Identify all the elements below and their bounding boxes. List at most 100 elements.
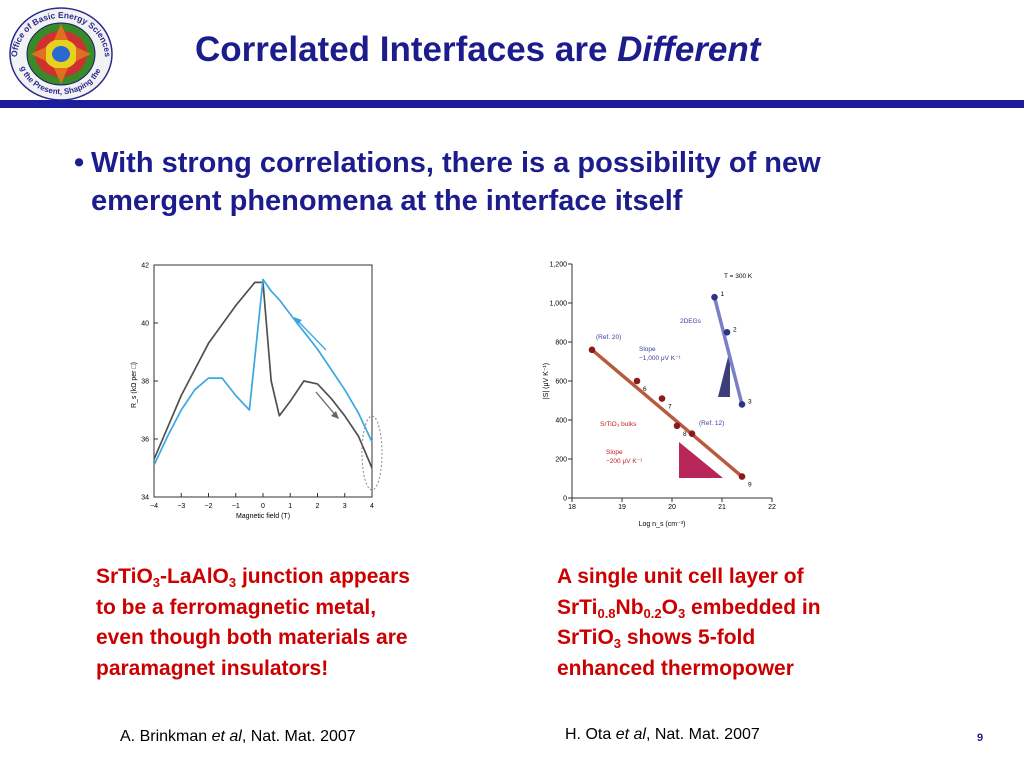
y-tick-label: 38 xyxy=(141,379,149,386)
right-caption: A single unit cell layer of SrTi0.8Nb0.2… xyxy=(557,562,857,684)
y-tick-label: 1,200 xyxy=(549,262,567,269)
slide-title: Correlated Interfaces are Different xyxy=(195,30,760,70)
caption-subscript: 0.2 xyxy=(643,605,662,621)
data-point xyxy=(738,473,746,480)
x-tick-label: 21 xyxy=(718,504,726,511)
y-tick-label: 400 xyxy=(555,418,567,425)
chart-x-axis-label: Log n_s (cm⁻³) xyxy=(639,521,686,528)
title-divider xyxy=(0,100,1024,108)
chart-annotation: Slope xyxy=(639,346,656,353)
x-tick-label: 18 xyxy=(568,504,576,511)
data-point xyxy=(673,422,681,430)
point-label: 9 xyxy=(748,482,752,489)
title-italic-text: Different xyxy=(617,30,761,69)
y-tick-label: 0 xyxy=(563,496,567,503)
left-reference: A. Brinkman et al, Nat. Mat. 2007 xyxy=(120,728,356,746)
reference-journal: , Nat. Mat. 2007 xyxy=(241,728,356,745)
chart-y-axis-label: |S| (μV K⁻¹) xyxy=(543,363,550,399)
series-trend-line-1 xyxy=(590,348,744,479)
point-label: 3 xyxy=(748,398,752,405)
slope-triangle-bulk xyxy=(679,442,723,478)
caption-text: embedded in SrTiO xyxy=(557,595,821,650)
sweep-arrow-down xyxy=(315,391,338,418)
y-tick-label: 36 xyxy=(141,437,149,444)
chart-annotation: −200 μV K⁻¹ xyxy=(606,458,643,465)
chart-annotation: Slope xyxy=(606,449,623,456)
reference-etal: et al xyxy=(211,728,242,745)
chart-y-axis-label: R_s (kΩ per □) xyxy=(131,362,138,408)
point-label: 7 xyxy=(668,404,672,411)
point-label: 2 xyxy=(733,326,737,333)
data-point xyxy=(658,395,666,402)
chart-annotation: −1,000 μV K⁻¹ xyxy=(639,355,682,362)
caption-subscript: 3 xyxy=(152,575,161,590)
caption-subscript: 0.8 xyxy=(597,605,616,621)
caption-subscript: 3 xyxy=(613,636,622,651)
right-reference: H. Ota et al, Nat. Mat. 2007 xyxy=(565,726,760,744)
y-tick-label: 34 xyxy=(141,495,149,502)
x-tick-label: 22 xyxy=(768,504,776,511)
point-label: 1 xyxy=(721,291,725,298)
series-line-2 xyxy=(153,278,373,466)
data-point xyxy=(723,328,731,336)
title-main-text: Correlated Interfaces are xyxy=(195,30,618,69)
x-tick-label: −4 xyxy=(150,503,158,510)
y-tick-label: 200 xyxy=(555,457,567,464)
data-point xyxy=(688,430,696,437)
caption-subscript: 3 xyxy=(228,575,237,590)
chart-annotation: (Ref. 20) xyxy=(596,334,621,341)
bullet-text: With strong correlations, there is a pos… xyxy=(91,147,821,217)
chart-x-axis-label: Magnetic field (T) xyxy=(236,513,290,520)
caption-text: Nb xyxy=(615,595,644,619)
chart-annotation: SrTiO₃ bulks xyxy=(600,421,637,428)
x-tick-label: 4 xyxy=(370,503,374,510)
data-point xyxy=(588,346,596,354)
reference-journal: , Nat. Mat. 2007 xyxy=(645,726,760,743)
chart-annotation: 2DEGs xyxy=(680,318,702,325)
x-tick-label: 3 xyxy=(343,503,347,510)
caption-text: SrTiO xyxy=(96,565,153,588)
y-tick-label: 800 xyxy=(555,340,567,347)
point-label: 6 xyxy=(643,386,647,393)
data-point xyxy=(711,293,718,301)
left-caption: SrTiO3-LaAlO3 junction appears to be a f… xyxy=(96,562,426,684)
sweep-arrow-up xyxy=(295,318,327,351)
sweep-arrow-up-head xyxy=(294,317,302,325)
y-tick-label: 600 xyxy=(555,379,567,386)
x-tick-label: 19 xyxy=(618,504,626,511)
x-tick-label: 20 xyxy=(668,504,676,511)
x-tick-label: 1 xyxy=(288,503,292,510)
chart-annotation: (Ref. 12) xyxy=(699,420,724,427)
caption-text: O xyxy=(661,595,678,619)
caption-text: shows 5-fold enhanced thermopower xyxy=(557,626,794,680)
chart-annotation: T = 300 K xyxy=(724,273,753,280)
y-tick-label: 1,000 xyxy=(549,301,567,308)
caption-text: -LaAlO xyxy=(160,565,229,588)
sweep-arrow-down-head xyxy=(331,411,339,419)
series-trend-line-2 xyxy=(712,295,744,407)
data-point xyxy=(633,377,641,385)
reference-authors: A. Brinkman xyxy=(120,728,212,745)
x-tick-label: 0 xyxy=(261,503,265,510)
y-tick-label: 42 xyxy=(141,263,149,270)
caption-text: junction appears to be a ferromagnetic m… xyxy=(96,565,410,680)
point-label: 8 xyxy=(683,431,687,438)
highlight-ellipse xyxy=(361,415,383,491)
data-point xyxy=(738,401,746,408)
series-line-1 xyxy=(153,281,373,469)
reference-etal: et al xyxy=(615,726,646,743)
page-number: 9 xyxy=(977,732,984,744)
x-tick-label: −2 xyxy=(205,503,213,510)
bullet-dot-icon: • xyxy=(74,147,85,179)
x-tick-label: −1 xyxy=(232,503,240,510)
caption-text: A single unit cell layer of SrTi xyxy=(557,565,804,619)
reference-authors: H. Ota xyxy=(565,726,616,743)
office-of-basic-energy-sciences-logo: Office of Basic Energy Sciences Serving … xyxy=(8,6,113,101)
caption-subscript: 3 xyxy=(677,605,686,621)
slope-triangle-2degs xyxy=(718,349,730,397)
bullet-point: • With strong correlations, there is a p… xyxy=(74,144,891,220)
x-tick-label: −3 xyxy=(177,503,185,510)
y-tick-label: 40 xyxy=(141,321,149,328)
x-tick-label: 2 xyxy=(316,503,320,510)
